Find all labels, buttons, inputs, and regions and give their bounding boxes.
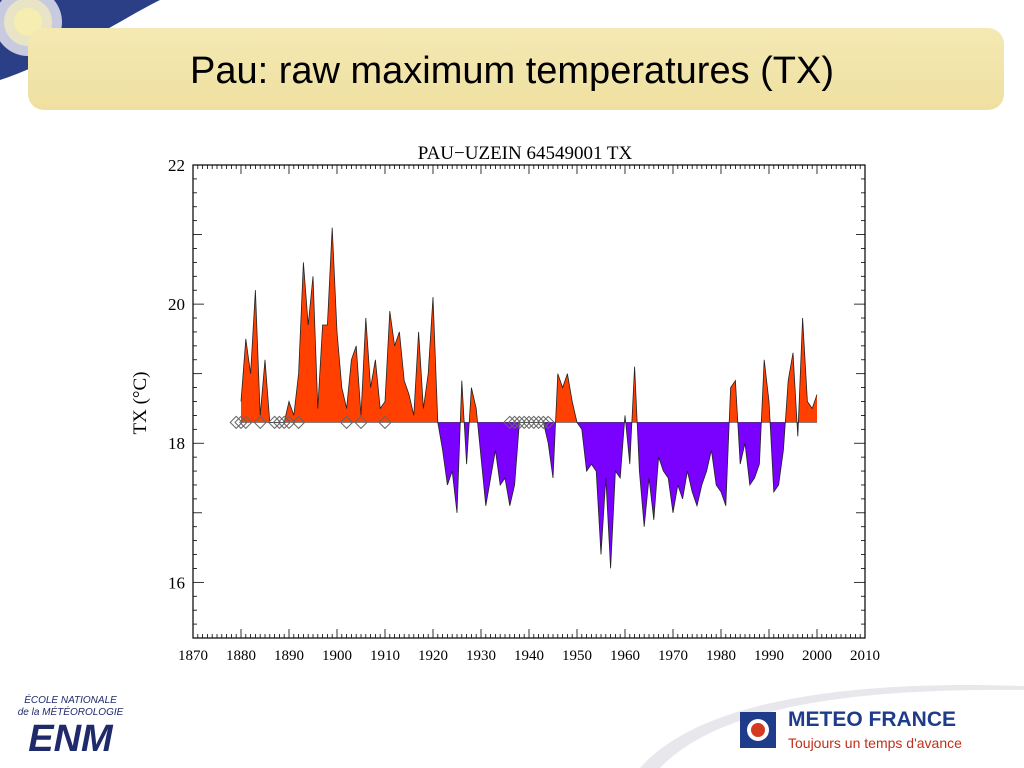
missing-marker [503, 415, 517, 430]
slide-title: Pau: raw maximum temperatures (TX) [189, 50, 835, 92]
above-baseline-area [241, 227, 438, 423]
tx-chart: PAU−UZEIN 64549001 TX TX (°C) 1870 1880 18… [130, 143, 880, 664]
missing-marker [339, 415, 354, 430]
x-tick-label: 1970 [658, 648, 688, 664]
missing-marker [277, 415, 291, 430]
meteo-france-name: METEO FRANCE [788, 708, 956, 731]
above-baseline-area [798, 318, 817, 423]
x-tick-label: 1980 [706, 648, 736, 664]
x-tick-label: 1940 [514, 648, 544, 664]
x-tick-label: 1950 [562, 648, 592, 664]
title-band [28, 28, 1004, 110]
y-tick-label: 22 [168, 156, 185, 175]
missing-marker [272, 415, 287, 430]
below-baseline-area [477, 422, 556, 506]
y-tick-label: 16 [168, 573, 185, 592]
below-baseline-area [577, 422, 625, 569]
x-tick-label: 1870 [178, 648, 208, 664]
enm-line-2: de la MÉTÉOROLOGIE [17, 707, 124, 718]
x-tick-label: 1880 [226, 648, 256, 664]
x-tick-label: 1890 [274, 648, 304, 664]
enm-line-1: ÉCOLE NATIONALE [24, 695, 117, 706]
missing-marker [291, 415, 306, 430]
missing-marker [541, 415, 555, 430]
meteo-france-tagline: Toujours un temps d'avance [788, 735, 962, 751]
below-baseline-area [464, 422, 470, 465]
missing-marker [512, 415, 527, 430]
x-tick-label: 1960 [610, 648, 640, 664]
missing-marker [507, 415, 522, 430]
meteo-france-emblem-icon [740, 712, 776, 748]
above-baseline-area [555, 373, 577, 423]
missing-marker [267, 415, 282, 430]
below-baseline-area [737, 422, 762, 485]
y-tick-label: 20 [168, 295, 185, 314]
enm-logo: ÉCOLE NATIONALE de la MÉTÉOROLOGIE ENM [8, 695, 133, 765]
above-baseline-area [785, 352, 797, 423]
x-tick-label: 2010 [850, 648, 880, 664]
missing-marker [517, 415, 531, 430]
missing-marker [522, 415, 536, 430]
y-axis-label: TX (°C) [130, 371, 151, 434]
x-tick-label: 1920 [418, 648, 448, 664]
missing-marker [378, 415, 392, 430]
missing-marker [229, 415, 243, 430]
below-baseline-area [437, 422, 461, 513]
missing-marker [253, 415, 267, 430]
x-tick-label: 1910 [370, 648, 400, 664]
chart-title: PAU−UZEIN 64549001 TX [418, 143, 633, 164]
y-tick-label: 18 [168, 434, 185, 453]
x-tick-label: 2000 [802, 648, 832, 664]
x-tick-label: 1990 [754, 648, 784, 664]
below-baseline-area [770, 422, 786, 492]
below-baseline-area [637, 422, 730, 527]
below-baseline-area [625, 422, 632, 465]
missing-marker [527, 415, 541, 430]
missing-marker [282, 415, 296, 430]
x-tick-label: 1900 [322, 648, 352, 664]
x-tick-label: 1930 [466, 648, 496, 664]
missing-marker [354, 415, 368, 430]
enm-acronym: ENM [28, 718, 113, 760]
missing-marker [239, 415, 253, 430]
missing-marker [536, 415, 551, 430]
above-baseline-area [631, 366, 638, 423]
meteo-france-logo: METEO FRANCE Toujours un temps d'avance [740, 708, 1010, 758]
missing-marker [234, 415, 248, 430]
above-baseline-area [469, 387, 478, 423]
missing-marker [531, 415, 546, 430]
